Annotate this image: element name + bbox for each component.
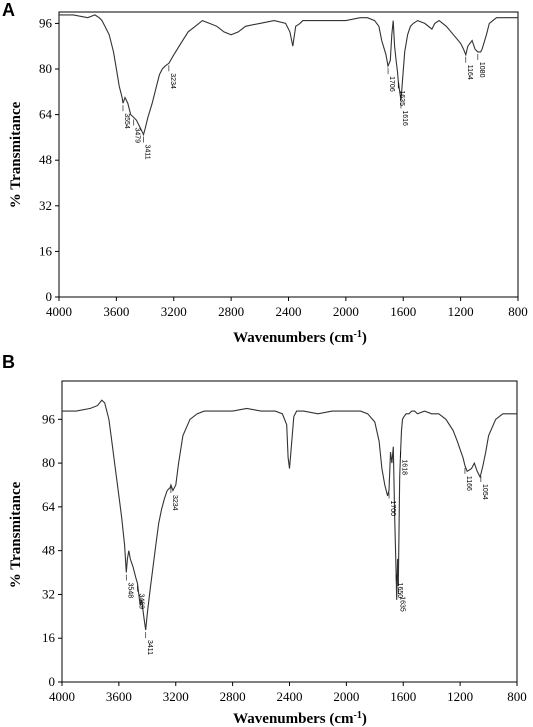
- x-axis-label-b: Wavenumbers (cm-1): [233, 710, 367, 727]
- x-tick-label: 1200: [448, 304, 474, 319]
- peak-label: 3554: [123, 113, 130, 129]
- series-line-b: [62, 399, 517, 631]
- x-tick-label: 800: [508, 304, 528, 319]
- panel-label-a: A: [2, 0, 15, 20]
- chart-panel-a: 0 16 32 48 64 80 96 4000 3600 3200 2800 2400 2000 16…: [8, 11, 528, 346]
- x-tick-label: 1200: [447, 689, 473, 704]
- y-tick-label: 96: [42, 411, 56, 426]
- x-tick-label: 4000: [46, 304, 72, 319]
- peak-label: 3469: [138, 593, 145, 609]
- y-axis-label-a: % Transmitance: [8, 101, 24, 208]
- y-axis-b: 0 16 32 48 64 80 96: [42, 411, 62, 689]
- x-tick-label: 4000: [49, 689, 75, 704]
- x-axis-b: 4000 3600 3200 2800 2400 2000 1600 1200 800: [49, 682, 527, 704]
- peak-label: 1616: [401, 110, 408, 126]
- y-tick-label: 0: [46, 289, 53, 304]
- peak-label: 1706: [388, 76, 395, 92]
- peak-label: 3548: [126, 583, 133, 599]
- peak-label: 1700: [389, 500, 396, 516]
- x-tick-label: 3200: [161, 304, 187, 319]
- peak-label: 1054: [481, 484, 488, 500]
- peak-label: 3411: [143, 145, 150, 160]
- y-tick-label: 48: [42, 543, 55, 558]
- y-axis-a: 0 16 32 48 64 80 96: [39, 15, 59, 304]
- x-tick-label: 800: [507, 689, 527, 704]
- plot-frame-a: [58, 11, 519, 298]
- peak-label: 1618: [401, 459, 408, 475]
- peak-label: 1635: [398, 596, 405, 612]
- x-tick-label: 1600: [390, 689, 416, 704]
- plot-frame-b: [61, 380, 518, 683]
- y-tick-label: 32: [42, 586, 55, 601]
- peak-label: 1166: [465, 476, 472, 491]
- y-tick-label: 96: [39, 15, 53, 30]
- peak-label: 1080: [478, 62, 485, 78]
- peak-label: 3234: [169, 73, 176, 89]
- x-tick-label: 2800: [218, 304, 244, 319]
- y-tick-label: 0: [49, 674, 56, 689]
- y-tick-label: 16: [39, 243, 53, 258]
- peak-label: 1650: [396, 583, 403, 599]
- peak-label: 3479: [134, 127, 141, 143]
- chart-panel-b: 0 16 32 48 64 80 96 4000 3600 3200 2800 2400 2000 16…: [8, 380, 527, 727]
- x-tick-label: 3600: [106, 689, 132, 704]
- peak-label: 3411: [146, 640, 153, 655]
- peak-label: 1164: [466, 65, 473, 80]
- panel-label-b: B: [2, 352, 15, 372]
- peak-label: 3234: [171, 495, 178, 511]
- x-axis-a: 4000 3600 3200 2800 2400 2000 1600 1200 800: [46, 297, 528, 319]
- x-tick-label: 2400: [277, 689, 303, 704]
- y-tick-label: 64: [39, 107, 53, 122]
- x-tick-label: 3200: [163, 689, 189, 704]
- x-tick-label: 3600: [103, 304, 129, 319]
- y-tick-label: 80: [42, 455, 55, 470]
- y-tick-label: 48: [39, 152, 52, 167]
- x-axis-label-a: Wavenumbers (cm-1): [233, 329, 367, 346]
- x-tick-label: 2000: [333, 304, 359, 319]
- series-line-a: [59, 14, 518, 137]
- x-tick-label: 1600: [390, 304, 416, 319]
- peak-label: 1635: [398, 90, 405, 106]
- y-tick-label: 80: [39, 61, 52, 76]
- y-tick-label: 32: [39, 198, 52, 213]
- y-tick-label: 16: [42, 630, 56, 645]
- x-tick-label: 2400: [276, 304, 302, 319]
- x-tick-label: 2000: [333, 689, 359, 704]
- y-tick-label: 64: [42, 499, 56, 514]
- y-axis-label-b: % Transmitance: [8, 481, 24, 588]
- x-tick-label: 2800: [220, 689, 246, 704]
